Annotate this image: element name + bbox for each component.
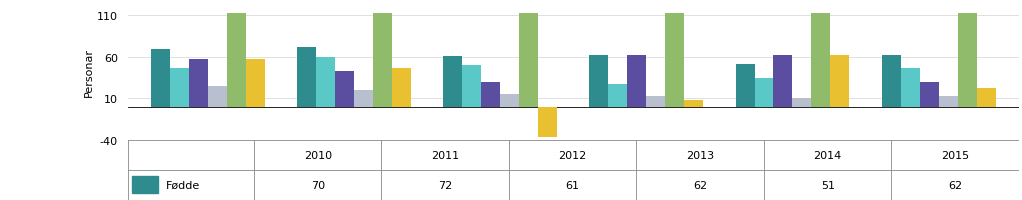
Bar: [519, 14, 539, 107]
Bar: [628, 56, 646, 107]
Bar: [754, 78, 774, 107]
Text: Fødde: Fødde: [166, 180, 200, 190]
Bar: [590, 56, 608, 107]
Bar: [774, 56, 792, 107]
Bar: [297, 48, 316, 107]
Bar: [539, 107, 557, 138]
Bar: [977, 89, 995, 107]
Text: 62: 62: [693, 180, 707, 190]
Bar: [392, 68, 411, 107]
Text: 2011: 2011: [431, 150, 459, 160]
Bar: [189, 60, 208, 107]
Bar: [736, 65, 754, 107]
Bar: [335, 72, 355, 107]
Bar: [316, 58, 335, 107]
Bar: [792, 99, 811, 107]
Bar: [481, 82, 501, 107]
Bar: [151, 49, 170, 107]
Bar: [373, 14, 392, 107]
Bar: [170, 68, 189, 107]
Bar: [665, 14, 685, 107]
Bar: [355, 91, 373, 107]
Bar: [685, 100, 703, 107]
Y-axis label: Personar: Personar: [84, 48, 94, 96]
Text: 51: 51: [821, 180, 835, 190]
Bar: [462, 66, 481, 107]
Text: 2012: 2012: [559, 150, 587, 160]
Bar: [882, 56, 900, 107]
Bar: [938, 96, 958, 107]
Bar: [831, 56, 849, 107]
Bar: [646, 96, 665, 107]
Bar: [608, 85, 628, 107]
Bar: [132, 177, 158, 193]
Text: 72: 72: [438, 180, 453, 190]
Bar: [208, 86, 227, 107]
Text: 2010: 2010: [304, 150, 332, 160]
Bar: [246, 60, 265, 107]
Text: 2015: 2015: [941, 150, 969, 160]
Bar: [958, 14, 977, 107]
Bar: [811, 14, 831, 107]
Text: 70: 70: [311, 180, 325, 190]
Text: 61: 61: [566, 180, 579, 190]
Bar: [900, 68, 920, 107]
Bar: [501, 95, 519, 107]
Text: 62: 62: [948, 180, 963, 190]
Text: 2014: 2014: [814, 150, 842, 160]
Bar: [444, 57, 462, 107]
Bar: [920, 82, 938, 107]
Bar: [227, 14, 246, 107]
Text: 2013: 2013: [686, 150, 714, 160]
